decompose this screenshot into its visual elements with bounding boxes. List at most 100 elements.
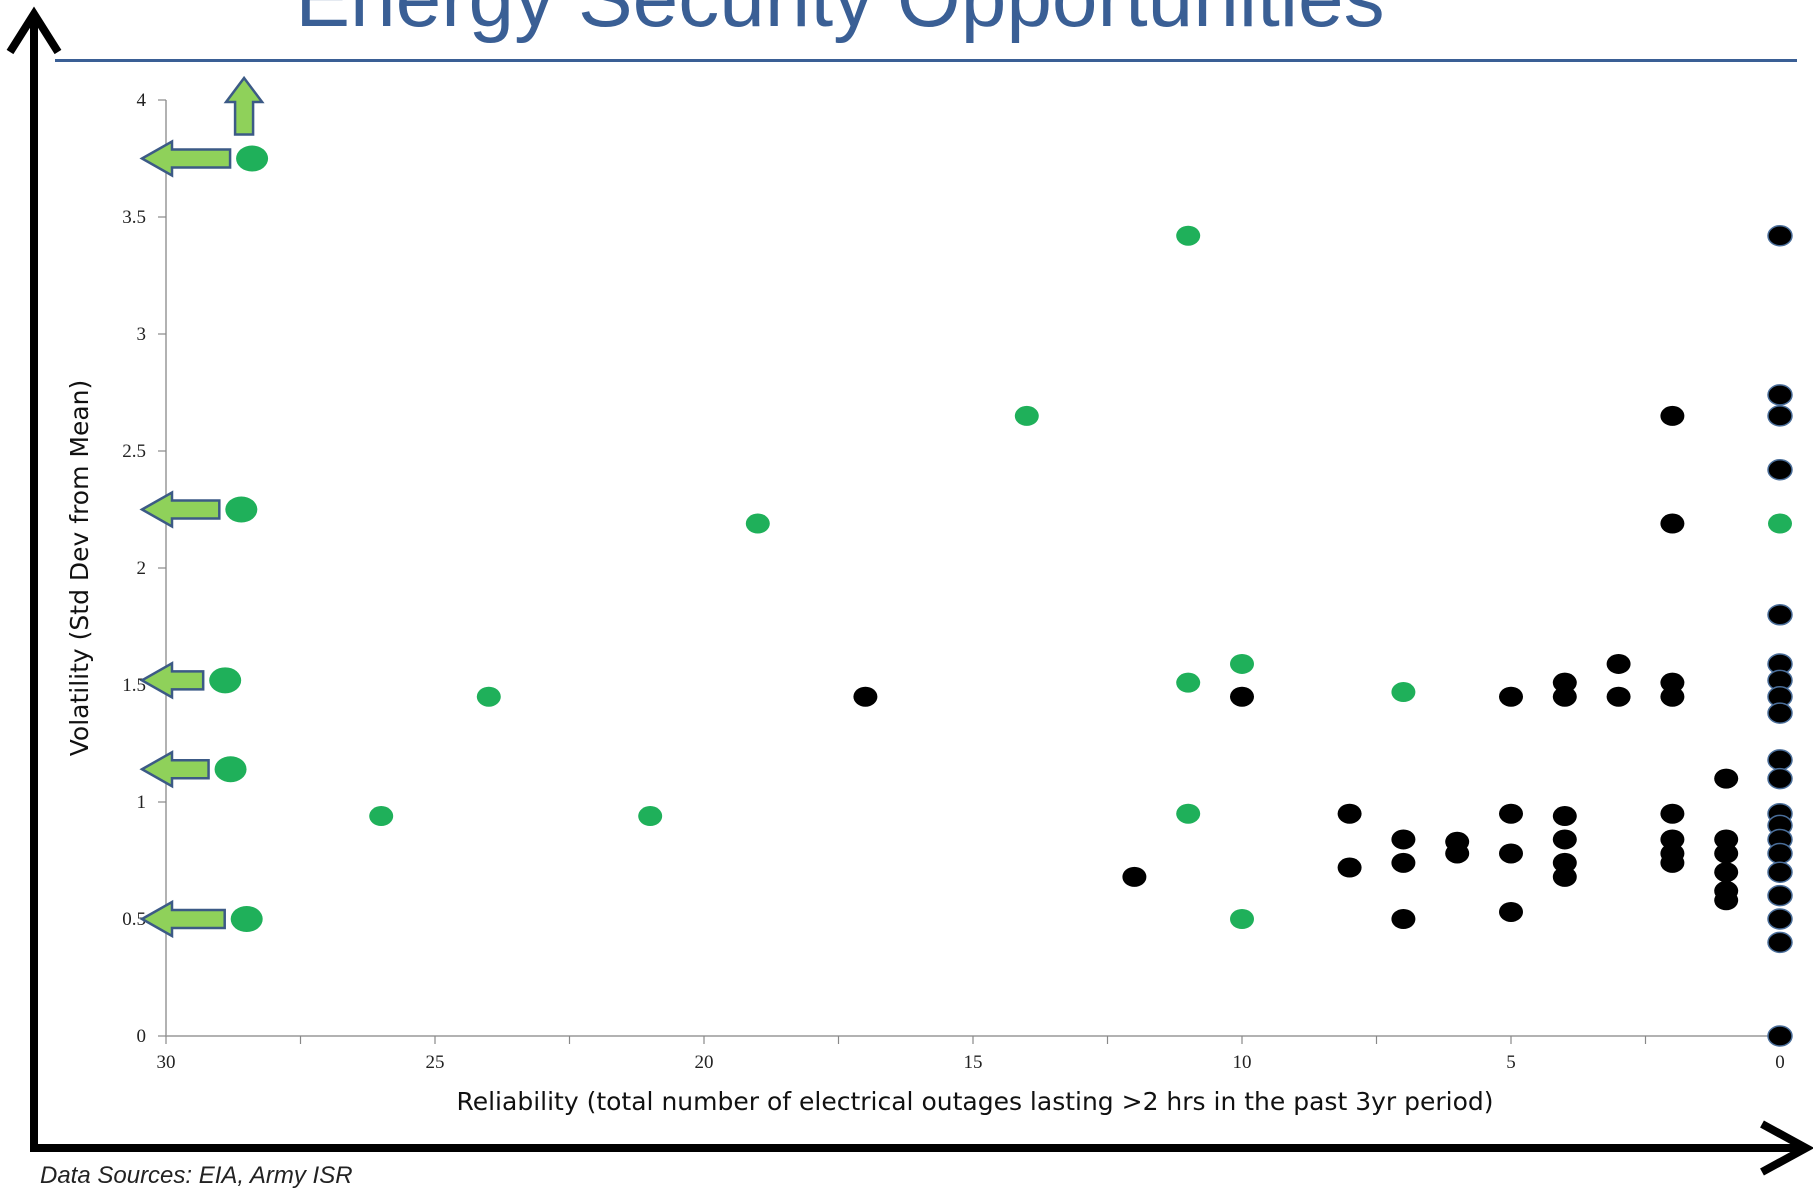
data-points [209, 145, 1793, 1047]
black-point [1230, 686, 1254, 707]
black-point [1714, 890, 1739, 911]
y-axis-title: Volatility (Std Dev from Mean) [65, 380, 94, 757]
green-point [1230, 653, 1254, 674]
green-point [1230, 909, 1254, 929]
black-point [1660, 686, 1685, 707]
y-tick-label: 1.5 [122, 675, 146, 696]
black-point [1499, 803, 1523, 824]
black-point [1767, 1025, 1793, 1047]
x-tick-label: 20 [695, 1052, 714, 1073]
black-point [1767, 384, 1793, 406]
y-tick-label: 0.5 [122, 909, 146, 930]
black-point [1499, 901, 1523, 922]
black-point [1445, 843, 1470, 864]
x-tick-label: 25 [426, 1052, 445, 1073]
black-point [1767, 224, 1793, 247]
highlight-point [230, 906, 263, 932]
black-point [1660, 513, 1685, 534]
plot-axes [165, 100, 1780, 1037]
black-point [1552, 866, 1577, 887]
black-point [1714, 829, 1739, 850]
black-point [1552, 672, 1577, 693]
title-rule [55, 59, 1797, 62]
black-point [1767, 604, 1793, 626]
black-point [1337, 857, 1362, 878]
black-point [1660, 672, 1685, 693]
black-point [1660, 405, 1685, 426]
green-point [476, 686, 501, 707]
black-point [1606, 686, 1631, 707]
big-vertical-arrow-head [6, 6, 62, 55]
black-point [853, 686, 878, 707]
x-ticks: 30 25 20 15 10 5 0 [157, 1036, 1785, 1073]
highlight-point [209, 667, 242, 694]
black-point [1391, 829, 1416, 850]
black-point [1499, 843, 1523, 864]
green-point [745, 513, 770, 534]
black-point [1767, 842, 1793, 865]
black-point [1767, 458, 1793, 481]
black-point [1767, 702, 1793, 724]
black-point [1714, 843, 1739, 864]
slide-title: Energy Security Opportunities [0, 0, 1680, 40]
y-tick-label: 3 [137, 324, 147, 345]
black-point [1552, 686, 1577, 707]
black-point [1767, 767, 1793, 790]
black-point [1552, 806, 1577, 827]
big-horizontal-arrow-head [1760, 1120, 1813, 1176]
black-point [1122, 866, 1147, 887]
black-point [1660, 852, 1685, 873]
black-point [1660, 829, 1685, 850]
green-point [1176, 672, 1201, 693]
highlight-arrows [139, 75, 265, 939]
black-point [1767, 749, 1793, 771]
left-arrow-icon [139, 661, 205, 700]
y-tick-label: 1 [137, 792, 147, 813]
green-point [638, 806, 663, 827]
y-tick-label: 4 [137, 90, 147, 111]
left-arrow-icon [139, 750, 210, 789]
black-point [1714, 768, 1739, 789]
black-point [1714, 862, 1739, 883]
green-point [1391, 682, 1416, 703]
x-tick-label: 5 [1506, 1052, 1516, 1073]
x-tick-label: 0 [1775, 1052, 1785, 1073]
black-point [1499, 686, 1523, 707]
x-tick-label: 30 [157, 1052, 176, 1073]
black-point [1552, 829, 1577, 850]
up-arrow-icon [223, 75, 265, 136]
y-tick-label: 2.5 [122, 441, 146, 462]
black-point [1767, 908, 1793, 930]
black-point [1391, 909, 1416, 929]
green-point [369, 806, 394, 827]
black-point [1552, 852, 1577, 873]
x-tick-label: 10 [1233, 1052, 1252, 1073]
black-point [1606, 653, 1631, 674]
background-axes [6, 6, 1813, 1176]
black-point [1767, 931, 1793, 954]
highlight-point [214, 756, 247, 783]
y-ticks: 0 0.5 1 1.5 2 2.5 3 3.5 4 [122, 90, 166, 1047]
x-axis-title: Reliability (total number of electrical … [456, 1087, 1493, 1116]
green-point [1176, 803, 1201, 824]
highlight-point [225, 496, 258, 523]
black-point [1767, 405, 1793, 427]
left-arrow-icon [139, 139, 232, 178]
left-arrow-icon [139, 899, 226, 939]
black-point [1767, 861, 1793, 883]
y-tick-label: 3.5 [122, 207, 146, 228]
green-point [1176, 225, 1201, 246]
black-point [1767, 884, 1793, 907]
green-point [1768, 513, 1792, 534]
black-point [1391, 852, 1416, 873]
green-point [1014, 405, 1039, 426]
left-arrow-icon [139, 490, 221, 529]
x-tick-label: 15 [964, 1052, 983, 1073]
source-note: Data Sources: EIA, Army ISR [40, 1162, 353, 1189]
highlight-point [236, 145, 269, 172]
y-tick-label: 2 [137, 558, 147, 579]
y-tick-label: 0 [137, 1026, 147, 1047]
black-point [1660, 803, 1685, 824]
black-point [1337, 803, 1362, 824]
